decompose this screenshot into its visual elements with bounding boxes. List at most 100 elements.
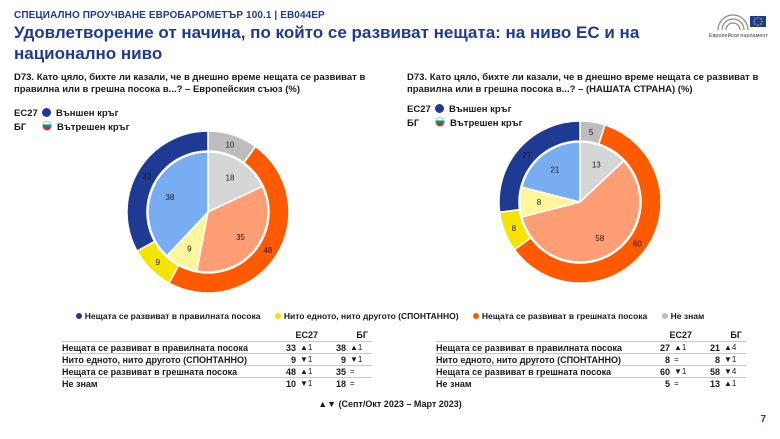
inner-label-neither: 9 — [187, 245, 192, 254]
bg-value: 21 — [696, 341, 722, 354]
legend-item-right-way: Нещата се развиват в правилната посока — [75, 311, 261, 321]
eu-value: 48 — [272, 365, 298, 378]
european-parliament-logo: Европейски парламент — [698, 8, 768, 44]
ring-legend-right: ЕС27 Външен кръг БГ Вътрешен кръг — [407, 104, 557, 134]
row-label: Нещата се развиват в грешната посока — [436, 365, 646, 378]
inner-label-right-way: 21 — [550, 166, 559, 175]
eu-value: 27 — [646, 341, 672, 354]
column-header-bg: БГ — [730, 329, 742, 340]
bg-change: ▼1 — [722, 353, 746, 366]
legend-item-neither: Нито едното, нито другото (СПОНТАННО) — [274, 311, 459, 321]
parliament-hemicycle-icon — [717, 14, 766, 31]
category-legend: Нещата се развиват в правилната посока Н… — [0, 311, 780, 321]
row-label: Не знам — [62, 377, 272, 389]
table-row: Не знам 10 ▼1 18 = — [62, 377, 372, 389]
table-row: Нещата се развиват в грешната посока 48 … — [62, 365, 372, 378]
eu-change: ▲1 — [298, 365, 322, 378]
outer-label-wrong-way: 48 — [263, 246, 272, 255]
outer-label-dont-know: 10 — [225, 140, 234, 149]
eu-value: 33 — [272, 341, 298, 354]
eu-change: ▲1 — [298, 341, 322, 354]
row-label: Нито едното, нито другото (СПОНТАННО) — [436, 353, 646, 366]
bg-value: 35 — [322, 365, 348, 378]
bulgaria-flag-icon — [435, 117, 445, 127]
bg-change: ▲4 — [722, 341, 746, 354]
table-row: Нито едното, нито другото (СПОНТАННО) 8 … — [436, 353, 746, 366]
inner-label-right-way: 38 — [165, 193, 174, 202]
eu-change: ▲1 — [672, 341, 696, 354]
column-header-eu27: ЕС27 — [295, 329, 318, 340]
inner-slice-dont-know — [207, 151, 264, 214]
eu-dot-icon — [42, 108, 51, 117]
outer-slice-wrong-way — [513, 124, 662, 284]
bg-change: ▲1 — [348, 341, 372, 354]
bg-change: ▲1 — [722, 377, 746, 389]
inner-label-dont-know: 18 — [226, 173, 235, 182]
table-row: Нещата се развиват в правилната посока 2… — [436, 341, 746, 354]
legend-item-wrong-way: Нещата се развиват в грешната посока — [472, 311, 648, 321]
column-header-eu27: ЕС27 — [669, 329, 692, 340]
question-eu: D73. Като цяло, бихте ли казали, че в дн… — [14, 72, 366, 95]
donut-chart-eu: 10 48 9 33 18 35 9 38 — [126, 130, 290, 294]
row-label: Нито едното, нито другото (СПОНТАННО) — [62, 353, 272, 366]
eu-value: 8 — [646, 353, 672, 366]
outer-label-neither: 9 — [156, 258, 161, 267]
row-label: Нещата се развиват в правилната посока — [62, 341, 272, 354]
results-table-eu: ЕС27 БГ Нещата се развиват в правилната … — [62, 328, 372, 389]
inner-ring-tag: БГ — [14, 122, 27, 133]
legend-label: Не знам — [670, 311, 705, 321]
legend-swatch — [472, 313, 479, 319]
eu-dot-icon — [435, 104, 444, 113]
eu-value: 60 — [646, 365, 672, 378]
inner-ring-label: Вътрешен кръг — [57, 122, 130, 133]
bg-value: 38 — [322, 341, 348, 354]
outer-slice-right-way — [498, 120, 581, 213]
bg-value: 13 — [696, 377, 722, 389]
question-country: D73. Като цяло, бихте ли казали, че в дн… — [407, 72, 759, 95]
inner-slice-wrong-way — [195, 185, 269, 273]
bg-value: 18 — [322, 377, 348, 389]
outer-ring-label: Външен кръг — [449, 104, 512, 115]
eu-change: = — [672, 377, 696, 389]
bg-change: = — [348, 365, 372, 378]
legend-swatch — [274, 313, 281, 319]
bg-change: ▼4 — [722, 365, 746, 378]
outer-label-right-way: 27 — [522, 151, 531, 160]
table-row: Нито едното, нито другото (СПОНТАННО) 9 … — [62, 353, 372, 366]
inner-label-neither: 8 — [537, 198, 542, 207]
eu-change: = — [672, 353, 696, 366]
eu-value: 9 — [272, 353, 298, 366]
outer-ring-label: Външен кръг — [56, 108, 119, 119]
outer-label-neither: 8 — [512, 224, 517, 233]
eu-change: ▼1 — [672, 365, 696, 378]
outer-slice-right-way — [126, 130, 209, 253]
page-number: 7 — [760, 414, 766, 425]
row-label: Нещата се развиват в правилната посока — [436, 341, 646, 354]
report-kicker: СПЕЦИАЛНО ПРОУЧВАНЕ ЕВРОБАРОМЕТЪР 100.1 … — [14, 10, 325, 21]
inner-label-dont-know: 13 — [592, 160, 601, 169]
legend-label: Нещата се развиват в правилната посока — [84, 311, 261, 321]
donut-chart-country: 5 60 8 27 13 58 8 21 — [498, 120, 662, 284]
eu-change: ▼1 — [298, 377, 322, 389]
inner-label-wrong-way: 35 — [236, 233, 245, 242]
inner-slice-right-way — [520, 141, 581, 203]
eu-change: ▼1 — [298, 353, 322, 366]
inner-ring-label: Вътрешен кръг — [450, 118, 523, 129]
bg-value: 8 — [696, 353, 722, 366]
table-header-row: ЕС27 БГ — [62, 328, 372, 342]
outer-label-wrong-way: 60 — [633, 240, 642, 249]
legend-label: Нещата се развиват в грешната посока — [481, 311, 648, 321]
logo-label: Европейски парламент — [708, 33, 768, 39]
bulgaria-flag-icon — [42, 121, 52, 131]
change-footnote: ▲▼ (Септ/Окт 2023 – Март 2023) — [318, 399, 462, 409]
table-row: Нещата се развиват в правилната посока 3… — [62, 341, 372, 354]
table-row: Нещата се развиват в грешната посока 60 … — [436, 365, 746, 378]
ring-legend-left: ЕС27 Външен кръг БГ Вътрешен кръг — [14, 108, 164, 138]
column-header-bg: БГ — [356, 329, 368, 340]
legend-swatch — [661, 313, 668, 319]
inner-label-wrong-way: 58 — [595, 234, 604, 243]
results-table-country: ЕС27 БГ Нещата се развиват в правилната … — [436, 328, 746, 389]
outer-ring-tag: ЕС27 — [407, 104, 431, 115]
page-title: Удовлетворение от начина, по който се ра… — [14, 23, 640, 63]
legend-item-dont-know: Не знам — [661, 311, 705, 321]
